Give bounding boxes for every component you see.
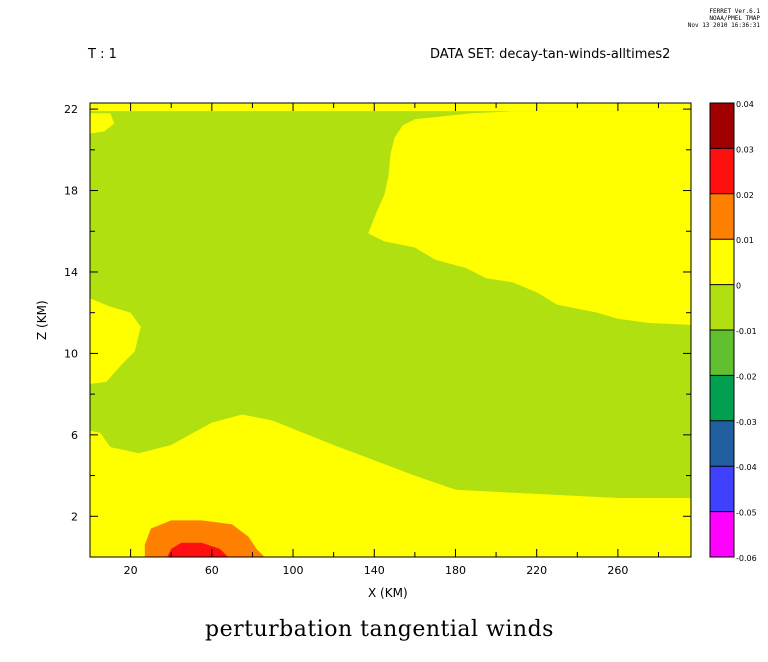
colorbar-label: 0.01: [736, 236, 754, 245]
x-tick-label: 180: [445, 564, 466, 577]
contour-region: [90, 298, 141, 384]
colorbar-swatch: [710, 193, 734, 240]
colorbar-swatch: [710, 466, 734, 512]
dataset-label: DATA SET: decay-tan-winds-alltimes2: [430, 47, 671, 62]
colorbar-swatch: [710, 511, 734, 557]
x-tick-label: 220: [526, 564, 547, 577]
x-tick-label: 20: [124, 564, 138, 577]
x-tick-label: 260: [607, 564, 628, 577]
y-tick-label: 10: [64, 347, 78, 360]
x-tick-label: 100: [283, 564, 304, 577]
plot-frame: [89, 102, 692, 558]
colorbar-label: -0.06: [736, 554, 757, 563]
colorbar-label: 0: [736, 282, 741, 291]
x-tick-label: 140: [364, 564, 385, 577]
y-axis-label: Z (KM): [35, 300, 49, 340]
contour-region: [90, 103, 691, 112]
program-info-line: Nov 13 2010 16:36:31: [687, 22, 760, 29]
colorbar-label: 0.04: [736, 100, 754, 109]
contour-region: [90, 414, 691, 557]
colorbar-swatch: [710, 284, 734, 330]
y-tick-label: 2: [71, 510, 78, 523]
x-axis-label: X (KM): [368, 586, 408, 600]
colorbar-label: -0.02: [736, 372, 757, 381]
colorbar-label: -0.05: [736, 509, 757, 518]
chart-title: perturbation tangential winds: [205, 617, 554, 642]
colorbar-swatch: [710, 420, 734, 467]
plot-area: [90, 103, 691, 557]
contour-region: [90, 113, 115, 134]
colorbar-label: -0.04: [736, 463, 757, 472]
colorbar-label: -0.01: [736, 327, 757, 336]
axes: 20 60 100 140 180 220 260 2 6 10 14 18 22: [64, 102, 692, 577]
program-info-line: FERRET Ver.6.1: [709, 8, 760, 15]
colorbar-swatch: [710, 239, 734, 285]
colorbar-swatch: [710, 330, 734, 376]
x-tick-label: 60: [205, 564, 219, 577]
colorbar-swatch: [710, 375, 734, 421]
contour-region: [368, 111, 691, 325]
colorbar-label: -0.03: [736, 418, 757, 427]
contour-region: [167, 542, 229, 557]
colorbar-label: 0.02: [736, 191, 754, 200]
colorbar-swatch: [710, 148, 734, 194]
y-tick-label: 18: [64, 185, 78, 198]
colorbar-label: 0.03: [736, 145, 754, 154]
y-tick-label: 6: [71, 429, 78, 442]
colorbar: 0.04 0.03 0.02 0.01 0 -0.01 -0.02 -0.03 -0.04 -0.…: [709, 100, 757, 563]
time-label: T : 1: [88, 47, 117, 62]
y-tick-label: 22: [64, 103, 78, 116]
program-info-line: NOAA/PMEL TMAP: [709, 15, 760, 22]
colorbar-swatch: [710, 103, 734, 149]
y-tick-label: 14: [64, 266, 78, 279]
program-info: FERRET Ver.6.1 NOAA/PMEL TMAP Nov 13 201…: [640, 8, 760, 29]
